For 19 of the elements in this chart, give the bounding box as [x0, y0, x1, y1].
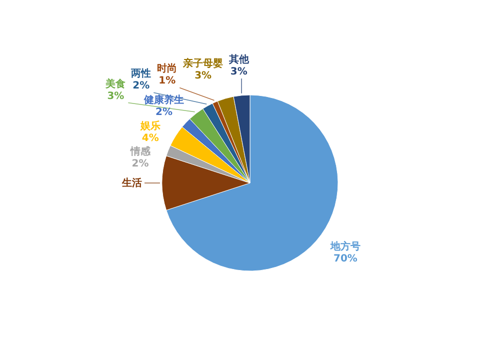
- slice-label: 两性: [130, 68, 152, 80]
- data-label: 2%: [132, 158, 149, 170]
- data-label: 2%: [155, 107, 172, 118]
- data-label: 4%: [142, 132, 159, 144]
- data-label: 1%: [158, 76, 176, 87]
- data-label: 2%: [132, 80, 150, 92]
- slice-label: 美食: [104, 78, 126, 90]
- slice-label: 生活: [121, 177, 142, 189]
- slice-label: 亲子母婴: [182, 58, 224, 70]
- slice-label: 时尚: [157, 62, 178, 75]
- data-label: 70%: [333, 253, 358, 264]
- slice-label: 情感: [129, 146, 152, 158]
- slice-label: 娱乐: [139, 120, 160, 132]
- data-label: 3%: [107, 90, 124, 102]
- slice-label: 健康养生: [142, 94, 184, 106]
- slice-label: 其他: [228, 54, 250, 66]
- data-label: 3%: [194, 70, 212, 82]
- data-label: 3%: [230, 66, 248, 78]
- slice-label: 地方号: [329, 240, 360, 252]
